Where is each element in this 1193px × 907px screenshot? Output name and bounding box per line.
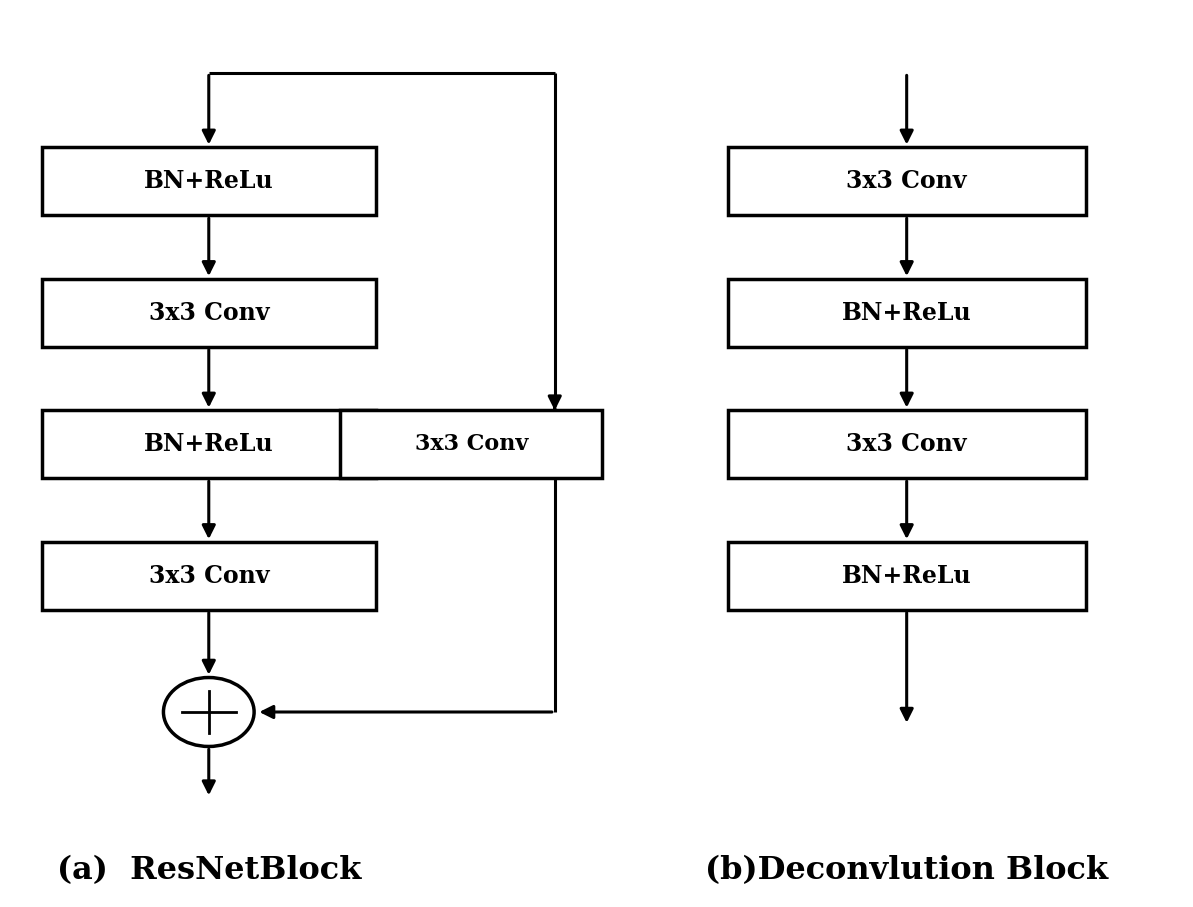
Bar	[340, 410, 602, 479]
Bar	[728, 279, 1086, 346]
Text: BN+ReLu: BN+ReLu	[144, 433, 273, 456]
Text: 3x3 Conv: 3x3 Conv	[148, 301, 270, 325]
Text: BN+ReLu: BN+ReLu	[144, 170, 273, 193]
Bar	[42, 147, 376, 215]
Text: BN+ReLu: BN+ReLu	[842, 564, 971, 588]
Text: BN+ReLu: BN+ReLu	[842, 301, 971, 325]
Text: 3x3 Conv: 3x3 Conv	[148, 564, 270, 588]
Bar	[728, 147, 1086, 215]
Bar	[728, 410, 1086, 479]
Text: (a)  ResNetBlock: (a) ResNetBlock	[56, 855, 361, 886]
Text: 3x3 Conv: 3x3 Conv	[846, 170, 968, 193]
Text: 3x3 Conv: 3x3 Conv	[846, 433, 968, 456]
Text: (b)Deconvlution Block: (b)Deconvlution Block	[705, 855, 1108, 886]
Text: 3x3 Conv: 3x3 Conv	[414, 434, 528, 455]
Bar	[42, 410, 376, 479]
Bar	[728, 541, 1086, 610]
Bar	[42, 541, 376, 610]
Bar	[42, 279, 376, 346]
